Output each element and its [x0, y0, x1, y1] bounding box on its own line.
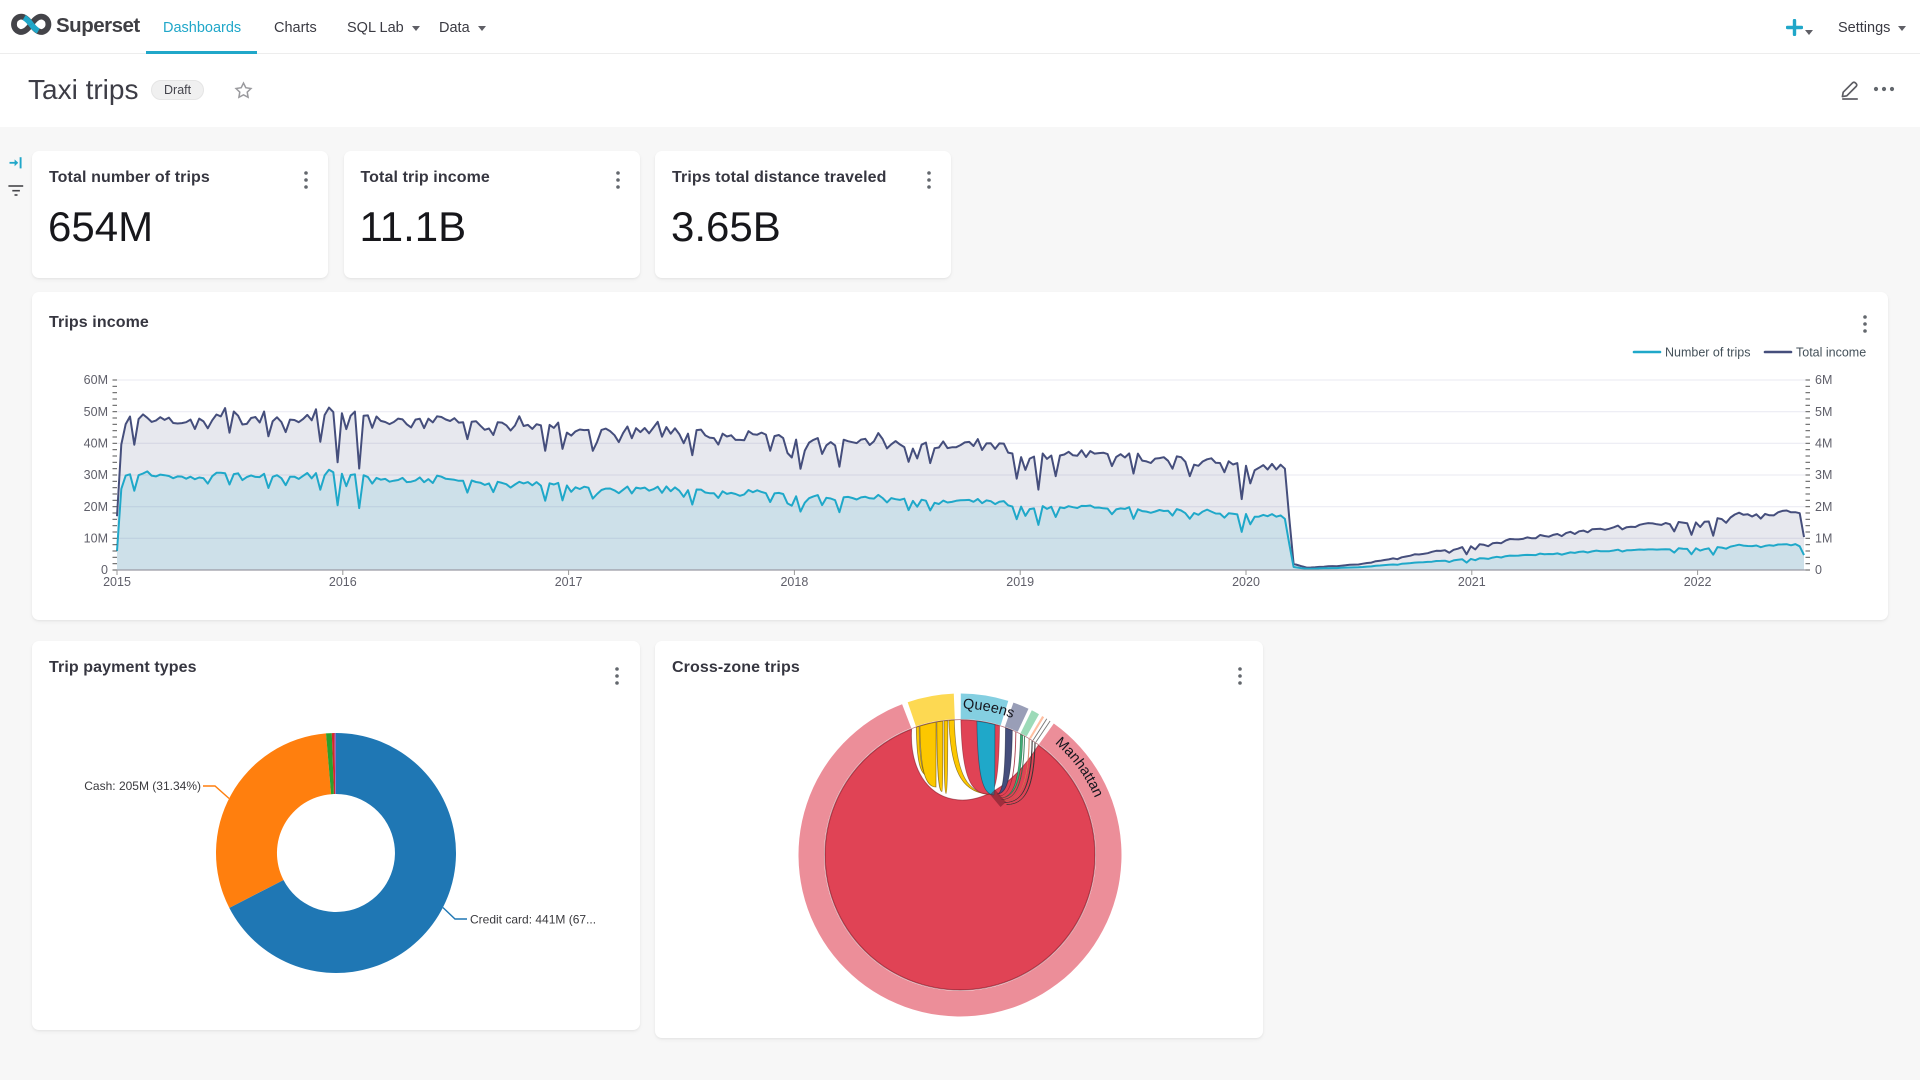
- svg-text:2022: 2022: [1684, 575, 1712, 589]
- svg-text:Credit card: 441M (67...: Credit card: 441M (67...: [470, 913, 596, 927]
- svg-text:2016: 2016: [329, 575, 357, 589]
- svg-text:5M: 5M: [1815, 405, 1832, 419]
- svg-text:2M: 2M: [1815, 500, 1832, 514]
- svg-text:30M: 30M: [84, 468, 108, 482]
- svg-text:0: 0: [1815, 563, 1822, 577]
- svg-text:2017: 2017: [555, 575, 583, 589]
- svg-text:2021: 2021: [1458, 575, 1486, 589]
- svg-text:Cash: 205M (31.34%): Cash: 205M (31.34%): [84, 779, 201, 793]
- svg-text:50M: 50M: [84, 405, 108, 419]
- svg-text:Number of trips: Number of trips: [1665, 346, 1750, 360]
- svg-text:6M: 6M: [1815, 373, 1832, 387]
- svg-text:10M: 10M: [84, 532, 108, 546]
- svg-text:Total income: Total income: [1796, 346, 1866, 360]
- svg-text:4M: 4M: [1815, 437, 1832, 451]
- svg-text:40M: 40M: [84, 437, 108, 451]
- svg-text:60M: 60M: [84, 373, 108, 387]
- svg-text:2019: 2019: [1006, 575, 1034, 589]
- svg-text:2015: 2015: [103, 575, 131, 589]
- svg-text:0: 0: [101, 563, 108, 577]
- svg-text:1M: 1M: [1815, 532, 1832, 546]
- svg-text:20M: 20M: [84, 500, 108, 514]
- svg-text:2020: 2020: [1232, 575, 1260, 589]
- svg-text:3M: 3M: [1815, 468, 1832, 482]
- svg-text:2018: 2018: [780, 575, 808, 589]
